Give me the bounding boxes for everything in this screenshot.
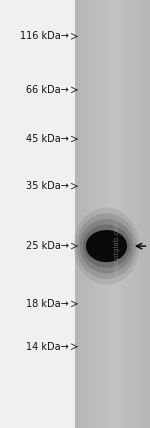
Bar — [100, 0, 101, 428]
Bar — [142, 0, 144, 428]
Bar — [139, 0, 140, 428]
Bar — [146, 0, 148, 428]
Bar — [144, 0, 145, 428]
Bar — [117, 0, 119, 428]
Bar — [0, 0, 75, 428]
Bar — [75, 0, 150, 428]
Ellipse shape — [86, 230, 127, 262]
Bar — [119, 0, 120, 428]
Bar — [129, 0, 130, 428]
Bar — [76, 0, 78, 428]
Bar — [104, 0, 105, 428]
Text: 14 kDa→: 14 kDa→ — [26, 342, 69, 352]
Bar — [114, 0, 115, 428]
Bar — [75, 0, 76, 428]
Bar — [111, 0, 113, 428]
Bar — [125, 0, 126, 428]
Bar — [115, 0, 116, 428]
Bar — [79, 0, 80, 428]
Bar — [141, 0, 143, 428]
Bar — [96, 0, 98, 428]
Text: 66 kDa→: 66 kDa→ — [26, 85, 69, 95]
Bar — [95, 0, 96, 428]
Bar — [128, 0, 129, 428]
Bar — [110, 0, 111, 428]
Bar — [121, 0, 123, 428]
Bar — [123, 0, 124, 428]
Bar — [99, 0, 100, 428]
Bar — [91, 0, 93, 428]
Bar — [134, 0, 135, 428]
Bar — [108, 0, 109, 428]
Bar — [130, 0, 131, 428]
Text: 116 kDa→: 116 kDa→ — [20, 31, 69, 42]
Bar — [138, 0, 139, 428]
Bar — [82, 0, 84, 428]
Bar — [149, 0, 150, 428]
Bar — [78, 0, 79, 428]
Bar — [147, 0, 149, 428]
Bar — [112, 0, 114, 428]
Bar — [101, 0, 103, 428]
Bar — [140, 0, 141, 428]
Text: 35 kDa→: 35 kDa→ — [26, 181, 69, 191]
Bar — [102, 0, 104, 428]
Bar — [116, 0, 118, 428]
Ellipse shape — [74, 208, 140, 285]
Bar — [80, 0, 81, 428]
Bar — [87, 0, 89, 428]
Bar — [90, 0, 91, 428]
Bar — [93, 0, 94, 428]
Bar — [126, 0, 128, 428]
Text: 18 kDa→: 18 kDa→ — [26, 299, 69, 309]
Bar — [105, 0, 106, 428]
Ellipse shape — [80, 219, 133, 273]
Bar — [136, 0, 138, 428]
Bar — [145, 0, 146, 428]
Bar — [86, 0, 88, 428]
Bar — [109, 0, 110, 428]
Text: 45 kDa→: 45 kDa→ — [26, 134, 69, 144]
Bar — [124, 0, 125, 428]
Ellipse shape — [77, 213, 136, 279]
Bar — [135, 0, 136, 428]
Ellipse shape — [86, 230, 127, 262]
Bar — [81, 0, 83, 428]
Bar — [98, 0, 99, 428]
Ellipse shape — [83, 224, 130, 268]
Text: www.ptglab.com: www.ptglab.com — [113, 219, 119, 277]
Bar — [132, 0, 134, 428]
Bar — [94, 0, 95, 428]
Bar — [84, 0, 85, 428]
Bar — [89, 0, 90, 428]
Bar — [106, 0, 108, 428]
Bar — [85, 0, 86, 428]
Text: 25 kDa→: 25 kDa→ — [26, 241, 69, 251]
Bar — [131, 0, 133, 428]
Bar — [120, 0, 121, 428]
